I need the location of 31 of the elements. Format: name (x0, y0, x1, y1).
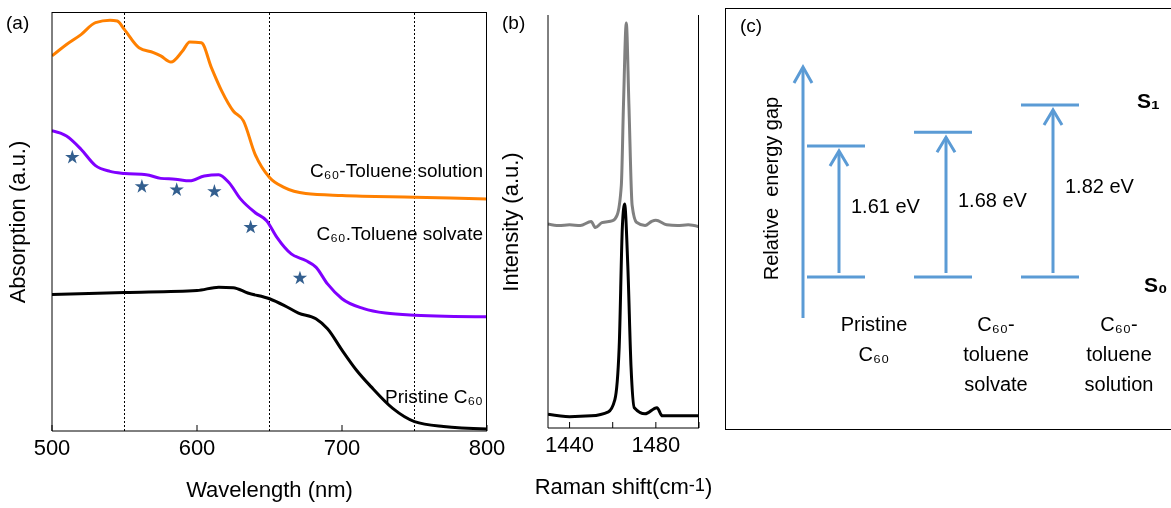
series-label: Pristine C₆₀ (385, 386, 483, 409)
x-tick-label: 500 (33, 434, 71, 460)
point (292, 270, 308, 285)
point (134, 179, 150, 193)
x-tick-label: 700 (323, 434, 361, 460)
point (169, 182, 184, 196)
text: Relative energy gap (759, 95, 783, 283)
x-tick-label: 800 (468, 434, 506, 460)
text: S₁ (1137, 89, 1160, 113)
text: S₀ (1144, 273, 1168, 297)
category-label: C₆₀-toluene solvate (962, 312, 1030, 397)
series-label: C₆₀.Toluene solvate (316, 222, 483, 245)
text: (b) (502, 12, 526, 34)
data-label: 1.68 eV (958, 188, 1027, 212)
point (65, 149, 80, 164)
category-label: Pristine C₆₀ (839, 312, 909, 367)
text: (c) (740, 15, 763, 37)
x-axis-title: Raman shift(cm$^{-1}$) (534, 474, 713, 500)
x-axis-title: Wavelength (nm) (185, 477, 354, 503)
point (243, 219, 258, 234)
data-label: 1.61 eV (851, 195, 920, 219)
series-label: C₆₀-Toluene solution (310, 160, 483, 183)
y-axis-title: Intensity (a.u.) (498, 150, 524, 294)
category-label: C₆₀-toluene solution (1083, 312, 1155, 397)
x-tick-label: 600 (178, 434, 216, 460)
text: (a) (6, 12, 30, 34)
x-tick-label: 1480 (631, 431, 681, 457)
data-label: 1.82 eV (1065, 175, 1134, 198)
x-tick-label: 1440 (545, 431, 595, 457)
point (207, 183, 222, 198)
y-axis-title: Absorption (a.u.) (5, 139, 31, 305)
